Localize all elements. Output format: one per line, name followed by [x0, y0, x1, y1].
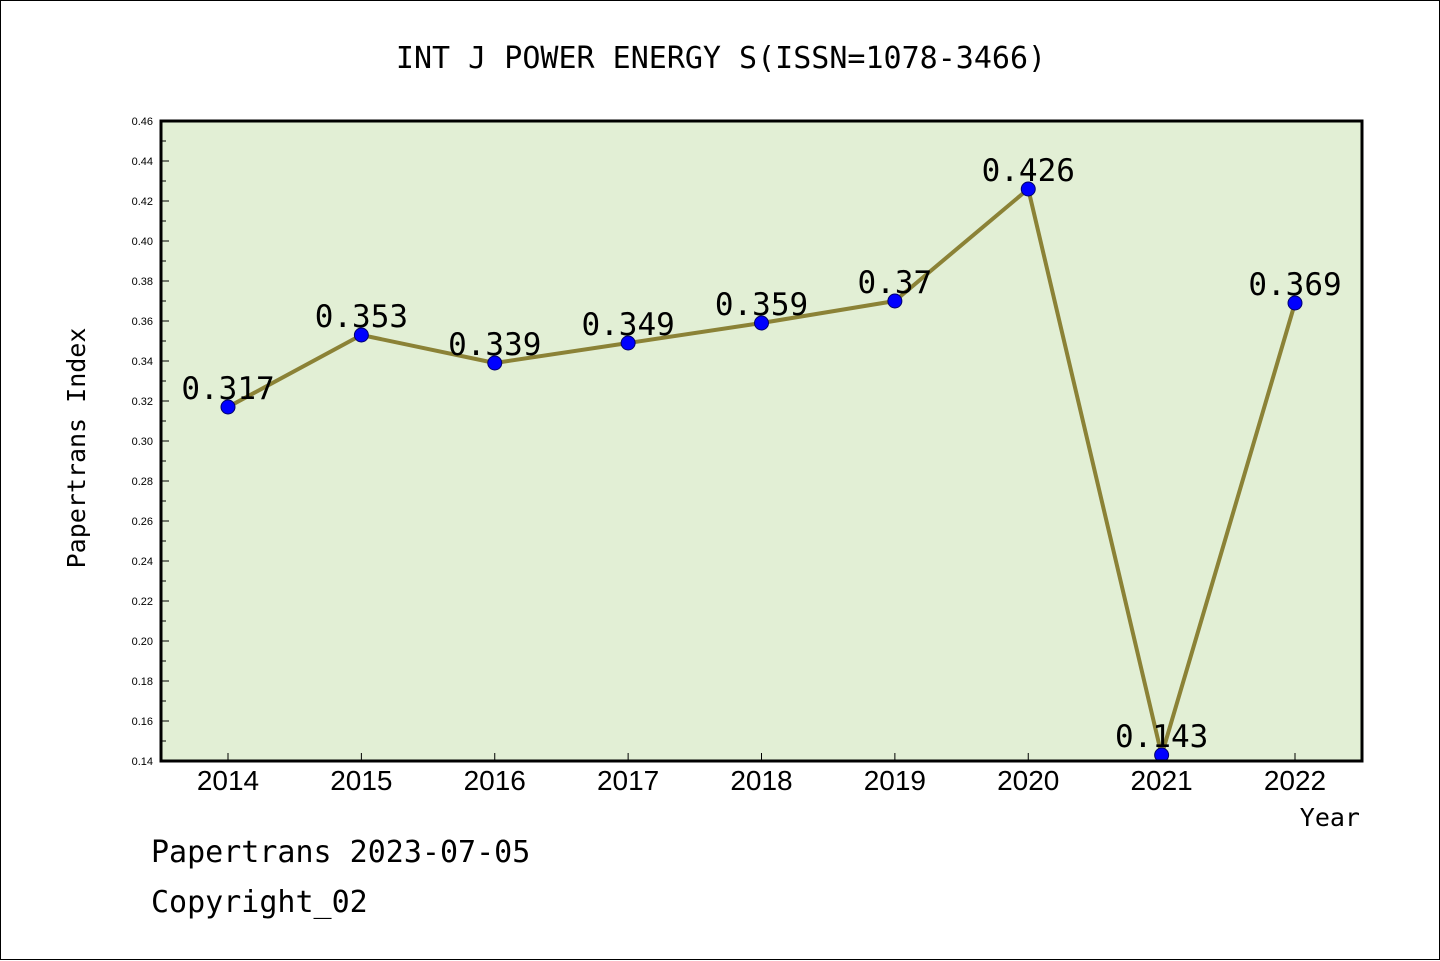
data-point — [620, 335, 636, 351]
y-tick-label: 0.18 — [132, 676, 153, 688]
data-point — [754, 315, 769, 331]
x-axis-label: Year — [1300, 803, 1360, 832]
y-tick-label: 0.24 — [132, 556, 153, 568]
y-axis: 0.14 0.16 0.18 0.20 0.22 0.24 0.26 0.28 0.30 0.32… — [132, 116, 169, 768]
plot-area — [161, 121, 1362, 761]
y-tick-label: 0.16 — [132, 716, 153, 728]
y-tick-label: 0.30 — [132, 436, 153, 448]
chart-title: INT J POWER ENERGY S(ISSN=1078-3466) — [396, 41, 1046, 76]
x-tick-label: 2022 — [1264, 765, 1326, 796]
x-tick-label: 2021 — [1130, 765, 1192, 796]
y-tick-label: 0.36 — [132, 316, 153, 328]
data-point — [220, 399, 236, 415]
y-tick-label: 0.44 — [132, 156, 153, 168]
data-markers — [220, 181, 1303, 763]
data-point — [487, 355, 503, 371]
data-label: 0.353 — [315, 299, 408, 335]
y-tick-label: 0.46 — [132, 116, 153, 128]
data-label: 0.349 — [581, 307, 674, 343]
plot-border — [159, 119, 1364, 763]
x-tick-label: 2017 — [597, 765, 659, 796]
y-tick-label: 0.28 — [132, 476, 153, 488]
source-date-note: Papertrans 2023-07-05 — [151, 835, 531, 870]
copyright-note: Copyright_02 — [151, 885, 368, 920]
x-tick-label: 2016 — [464, 765, 526, 796]
x-tick-label: 2014 — [197, 765, 259, 796]
data-label: 0.37 — [858, 265, 933, 301]
x-axis: 2014 2015 2016 2017 2018 2019 2020 2021 2022 — [197, 753, 1326, 796]
y-tick-label: 0.32 — [132, 396, 153, 408]
data-point — [1287, 295, 1303, 311]
data-label: 0.317 — [181, 371, 274, 407]
data-label: 0.339 — [448, 327, 541, 363]
data-label: 0.426 — [982, 153, 1075, 189]
data-label: 0.369 — [1248, 267, 1341, 303]
y-axis-label: Papertrans Index — [62, 328, 91, 569]
y-tick-label: 0.20 — [132, 636, 153, 648]
y-tick-label: 0.22 — [132, 596, 153, 608]
data-point — [353, 327, 369, 343]
y-tick-label: 0.14 — [132, 756, 153, 768]
x-tick-label: 2020 — [997, 765, 1059, 796]
data-point — [1020, 181, 1036, 197]
x-tick-label: 2018 — [730, 765, 792, 796]
x-tick-label: 2019 — [864, 765, 926, 796]
y-tick-label: 0.42 — [132, 196, 153, 208]
data-labels: 0.317 0.353 0.339 0.349 0.359 0.37 0.426 0.143 0… — [181, 153, 1341, 755]
y-tick-label: 0.38 — [132, 276, 153, 288]
data-point — [887, 293, 903, 309]
y-tick-label: 0.26 — [132, 516, 153, 528]
y-tick-label: 0.40 — [132, 236, 153, 248]
data-label: 0.143 — [1115, 719, 1208, 755]
y-tick-label: 0.34 — [132, 356, 153, 368]
data-label: 0.359 — [715, 287, 808, 323]
x-tick-label: 2015 — [330, 765, 392, 796]
